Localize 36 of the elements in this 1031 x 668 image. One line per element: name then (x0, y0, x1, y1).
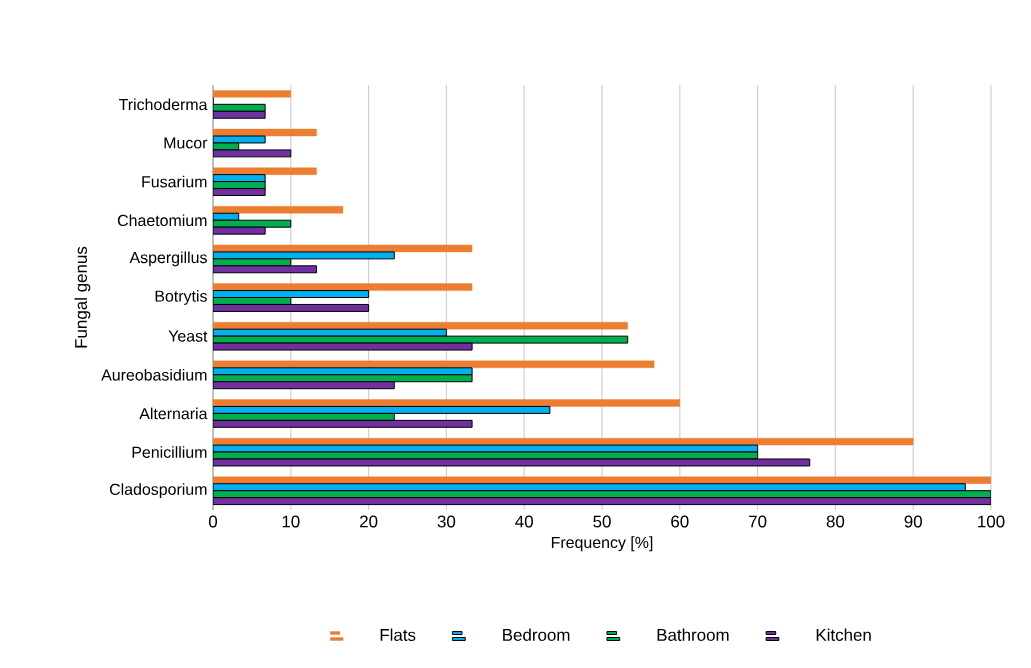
x-tick-label: 100 (978, 515, 1005, 528)
y-tick-label: Fusarium (142, 175, 207, 188)
y-axis-title: Fungal genus (74, 246, 91, 348)
bar (213, 128, 317, 137)
bar (213, 360, 655, 369)
x-tick-label: 70 (749, 515, 767, 528)
y-tick-label: Mucor (164, 137, 208, 149)
legend-label: Kitchen (816, 628, 871, 641)
bar (213, 322, 628, 330)
x-tick-label: 80 (826, 515, 845, 528)
x-tick-label: 30 (437, 515, 456, 528)
legend-label: Bathroom (657, 628, 729, 641)
legend-label: Flats (380, 628, 416, 641)
y-tick-label: Aspergillus (129, 251, 207, 267)
x-tick-label: 90 (904, 515, 922, 528)
y-tick-label: Trichoderma (118, 98, 208, 111)
y-tick-label: Penicillium (132, 446, 207, 458)
bar (213, 90, 291, 98)
y-tick-label: Alternaria (139, 407, 208, 420)
y-tick-label: Cladosporium (109, 483, 207, 499)
y-tick-label: Chaetomium (117, 214, 207, 227)
x-tick-label: 10 (282, 515, 300, 528)
bar (213, 206, 344, 214)
x-tick-label: 60 (671, 515, 689, 528)
x-axis-title: Frequency [%] (551, 536, 653, 552)
x-tick-label: 0 (208, 515, 218, 528)
y-tick-label: Botrytis (155, 290, 207, 305)
bar (213, 399, 681, 407)
y-tick-label: Aureobasidium (101, 368, 207, 381)
y-tick-label: Yeast (168, 330, 208, 342)
x-tick-label: 40 (515, 515, 533, 528)
x-tick-label: 50 (593, 515, 611, 528)
x-tick-label: 20 (360, 515, 378, 528)
bar (213, 167, 317, 175)
legend-label: Bedroom (503, 628, 570, 641)
bar (213, 283, 473, 291)
